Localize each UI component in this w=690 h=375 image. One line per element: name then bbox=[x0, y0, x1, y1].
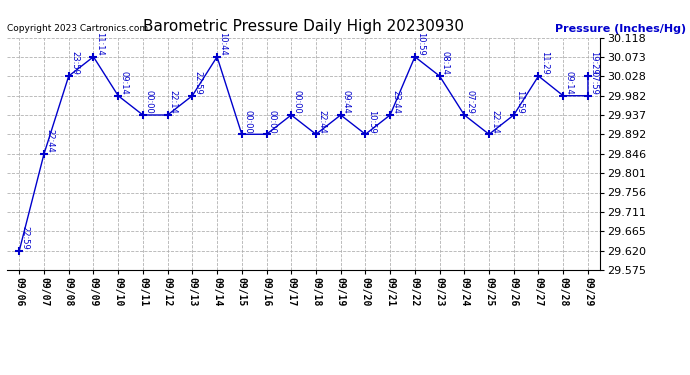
Text: 22:14: 22:14 bbox=[491, 110, 500, 134]
Text: 22:59: 22:59 bbox=[21, 226, 30, 250]
Text: 00:00: 00:00 bbox=[144, 90, 153, 114]
Text: Copyright 2023 Cartronics.com: Copyright 2023 Cartronics.com bbox=[7, 24, 148, 33]
Text: 23:59: 23:59 bbox=[70, 51, 79, 75]
Text: 22:44: 22:44 bbox=[46, 129, 55, 153]
Text: 00:00: 00:00 bbox=[293, 90, 302, 114]
Text: 10:59: 10:59 bbox=[366, 110, 375, 134]
Text: Pressure (Inches/Hg): Pressure (Inches/Hg) bbox=[555, 24, 687, 34]
Text: 09:14: 09:14 bbox=[119, 71, 128, 95]
Text: 22:44: 22:44 bbox=[317, 110, 326, 134]
Text: 22:59: 22:59 bbox=[194, 71, 203, 95]
Text: 10:44: 10:44 bbox=[218, 32, 227, 56]
Text: 09:14: 09:14 bbox=[564, 71, 573, 95]
Text: 11:29: 11:29 bbox=[540, 51, 549, 75]
Text: 00:00: 00:00 bbox=[243, 110, 252, 134]
Text: Barometric Pressure Daily High 20230930: Barometric Pressure Daily High 20230930 bbox=[143, 19, 464, 34]
Text: 22:14: 22:14 bbox=[169, 90, 178, 114]
Text: 07:29: 07:29 bbox=[466, 90, 475, 114]
Text: 10:59: 10:59 bbox=[416, 32, 425, 56]
Text: 23:44: 23:44 bbox=[391, 90, 400, 114]
Text: 19:29: 19:29 bbox=[589, 51, 598, 75]
Text: 09:44: 09:44 bbox=[342, 90, 351, 114]
Text: 00:00: 00:00 bbox=[268, 110, 277, 134]
Text: 11:14: 11:14 bbox=[95, 32, 103, 56]
Text: 07:59: 07:59 bbox=[589, 71, 598, 95]
Text: 11:59: 11:59 bbox=[515, 90, 524, 114]
Text: 08:14: 08:14 bbox=[441, 51, 450, 75]
